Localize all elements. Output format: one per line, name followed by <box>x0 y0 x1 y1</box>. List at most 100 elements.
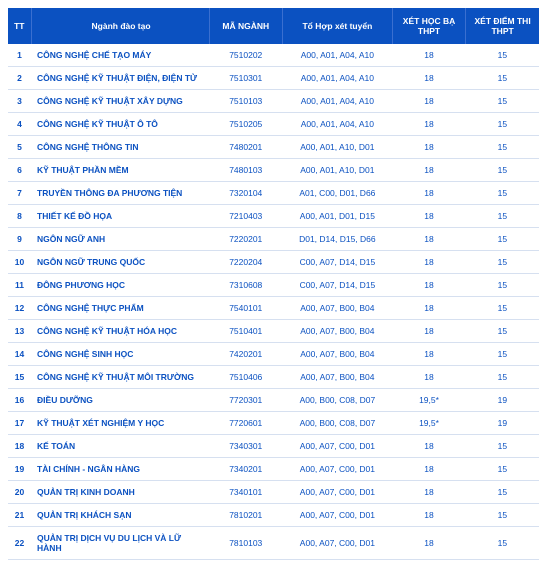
cell-tt: 1 <box>8 44 31 67</box>
cell-code: 7810103 <box>209 527 282 560</box>
cell-code: 7510301 <box>209 67 282 90</box>
cell-hb: 19,5* <box>392 389 465 412</box>
cell-dt: 19 <box>466 412 539 435</box>
cell-name: CÔNG NGHỆ KỸ THUẬT XÂY DỰNG <box>31 90 209 113</box>
cell-tt: 14 <box>8 343 31 366</box>
cell-comb: A00, A01, A04, A10 <box>282 90 392 113</box>
cell-hb: 18 <box>392 458 465 481</box>
cell-name: CÔNG NGHỆ CHẾ TẠO MÁY <box>31 44 209 67</box>
cell-hb: 18 <box>392 90 465 113</box>
cell-name: TRUYỀN THÔNG ĐA PHƯƠNG TIỆN <box>31 182 209 205</box>
cell-code: 7510202 <box>209 44 282 67</box>
cell-tt: 6 <box>8 159 31 182</box>
cell-code: 7720301 <box>209 389 282 412</box>
cell-dt: 15 <box>466 44 539 67</box>
cell-tt: 15 <box>8 366 31 389</box>
cell-dt: 15 <box>466 297 539 320</box>
cell-name: CÔNG NGHỆ SINH HỌC <box>31 343 209 366</box>
cell-comb: A00, A07, C00, D01 <box>282 504 392 527</box>
cell-dt: 15 <box>466 274 539 297</box>
table-row: 18KẾ TOÁN7340301A00, A07, C00, D011815 <box>8 435 539 458</box>
cell-code: 7510401 <box>209 320 282 343</box>
cell-code: 7510406 <box>209 366 282 389</box>
header-code: MÃ NGÀNH <box>209 8 282 44</box>
cell-comb: A00, A01, A10, D01 <box>282 136 392 159</box>
cell-name: KỸ THUẬT PHẦN MỀM <box>31 159 209 182</box>
cell-comb: A00, A07, B00, B04 <box>282 366 392 389</box>
table-row: 22QUẢN TRỊ DỊCH VỤ DU LỊCH VÀ LỮ HÀNH781… <box>8 527 539 560</box>
header-comb: Tổ Hợp xét tuyển <box>282 8 392 44</box>
cell-comb: A00, A07, B00, B04 <box>282 297 392 320</box>
cell-name: CÔNG NGHỆ KỸ THUẬT ĐIỆN, ĐIỆN TỬ <box>31 67 209 90</box>
cell-hb: 18 <box>392 67 465 90</box>
cell-name: CÔNG NGHỆ KỸ THUẬT Ô TÔ <box>31 113 209 136</box>
table-row: 11ĐÔNG PHƯƠNG HỌC7310608C00, A07, D14, D… <box>8 274 539 297</box>
cell-dt: 15 <box>466 113 539 136</box>
cell-comb: A00, A01, D01, D15 <box>282 205 392 228</box>
header-tt: TT <box>8 8 31 44</box>
cell-code: 7540101 <box>209 297 282 320</box>
cell-hb: 18 <box>392 159 465 182</box>
table-row: 20QUẢN TRỊ KINH DOANH7340101A00, A07, C0… <box>8 481 539 504</box>
table-row: 10NGÔN NGỮ TRUNG QUỐC7220204C00, A07, D1… <box>8 251 539 274</box>
cell-name: QUẢN TRỊ KINH DOANH <box>31 481 209 504</box>
cell-comb: A00, A01, A10, D01 <box>282 159 392 182</box>
cell-hb: 18 <box>392 504 465 527</box>
cell-dt: 15 <box>466 205 539 228</box>
cell-comb: A00, A01, A04, A10 <box>282 67 392 90</box>
table-row: 16ĐIỀU DƯỠNG7720301A00, B00, C08, D0719,… <box>8 389 539 412</box>
cell-hb: 19,5* <box>392 412 465 435</box>
table-row: 21QUẢN TRỊ KHÁCH SẠN7810201A00, A07, C00… <box>8 504 539 527</box>
cell-hb: 18 <box>392 44 465 67</box>
table-row: 19TÀI CHÍNH - NGÂN HÀNG7340201A00, A07, … <box>8 458 539 481</box>
cell-tt: 9 <box>8 228 31 251</box>
cell-hb: 18 <box>392 343 465 366</box>
cell-code: 7480201 <box>209 136 282 159</box>
cell-name: CÔNG NGHỆ THÔNG TIN <box>31 136 209 159</box>
table-row: 14CÔNG NGHỆ SINH HỌC7420201A00, A07, B00… <box>8 343 539 366</box>
cell-code: 7220201 <box>209 228 282 251</box>
cell-tt: 3 <box>8 90 31 113</box>
cell-hb: 18 <box>392 366 465 389</box>
cell-tt: 16 <box>8 389 31 412</box>
cell-dt: 15 <box>466 458 539 481</box>
cell-comb: D01, D14, D15, D66 <box>282 228 392 251</box>
cell-hb: 18 <box>392 136 465 159</box>
cell-code: 7420201 <box>209 343 282 366</box>
cell-tt: 17 <box>8 412 31 435</box>
cell-comb: A00, A07, C00, D01 <box>282 527 392 560</box>
header-hb: XÉT HỌC BẠ THPT <box>392 8 465 44</box>
cell-dt: 19 <box>466 389 539 412</box>
cell-comb: A00, A07, B00, B04 <box>282 320 392 343</box>
cell-name: TÀI CHÍNH - NGÂN HÀNG <box>31 458 209 481</box>
cell-tt: 5 <box>8 136 31 159</box>
cell-code: 7510205 <box>209 113 282 136</box>
cell-comb: C00, A07, D14, D15 <box>282 274 392 297</box>
cell-name: CÔNG NGHỆ KỸ THUẬT HÓA HỌC <box>31 320 209 343</box>
table-row: 3CÔNG NGHỆ KỸ THUẬT XÂY DỰNG7510103A00, … <box>8 90 539 113</box>
table-row: 4CÔNG NGHỆ KỸ THUẬT Ô TÔ7510205A00, A01,… <box>8 113 539 136</box>
cell-dt: 15 <box>466 136 539 159</box>
table-body: 1CÔNG NGHỆ CHẾ TẠO MÁY7510202A00, A01, A… <box>8 44 539 560</box>
cell-dt: 15 <box>466 90 539 113</box>
cell-tt: 12 <box>8 297 31 320</box>
table-row: 13CÔNG NGHỆ KỸ THUẬT HÓA HỌC7510401A00, … <box>8 320 539 343</box>
cell-dt: 15 <box>466 320 539 343</box>
table-row: 8THIẾT KẾ ĐỒ HỌA7210403A00, A01, D01, D1… <box>8 205 539 228</box>
cell-comb: A00, B00, C08, D07 <box>282 412 392 435</box>
cell-tt: 2 <box>8 67 31 90</box>
table-row: 9NGÔN NGỮ ANH7220201D01, D14, D15, D6618… <box>8 228 539 251</box>
cell-hb: 18 <box>392 297 465 320</box>
cell-dt: 15 <box>466 182 539 205</box>
table-row: 17KỸ THUẬT XÉT NGHIỆM Y HỌC7720601A00, B… <box>8 412 539 435</box>
table-row: 15CÔNG NGHỆ KỸ THUẬT MÔI TRƯỜNG7510406A0… <box>8 366 539 389</box>
cell-dt: 15 <box>466 343 539 366</box>
cell-code: 7220204 <box>209 251 282 274</box>
cell-dt: 15 <box>466 435 539 458</box>
cell-name: ĐÔNG PHƯƠNG HỌC <box>31 274 209 297</box>
table-row: 12CÔNG NGHỆ THỰC PHẨM7540101A00, A07, B0… <box>8 297 539 320</box>
cell-dt: 15 <box>466 228 539 251</box>
cell-tt: 19 <box>8 458 31 481</box>
cell-tt: 22 <box>8 527 31 560</box>
admission-table: TT Ngành đào tạo MÃ NGÀNH Tổ Hợp xét tuy… <box>8 8 539 560</box>
